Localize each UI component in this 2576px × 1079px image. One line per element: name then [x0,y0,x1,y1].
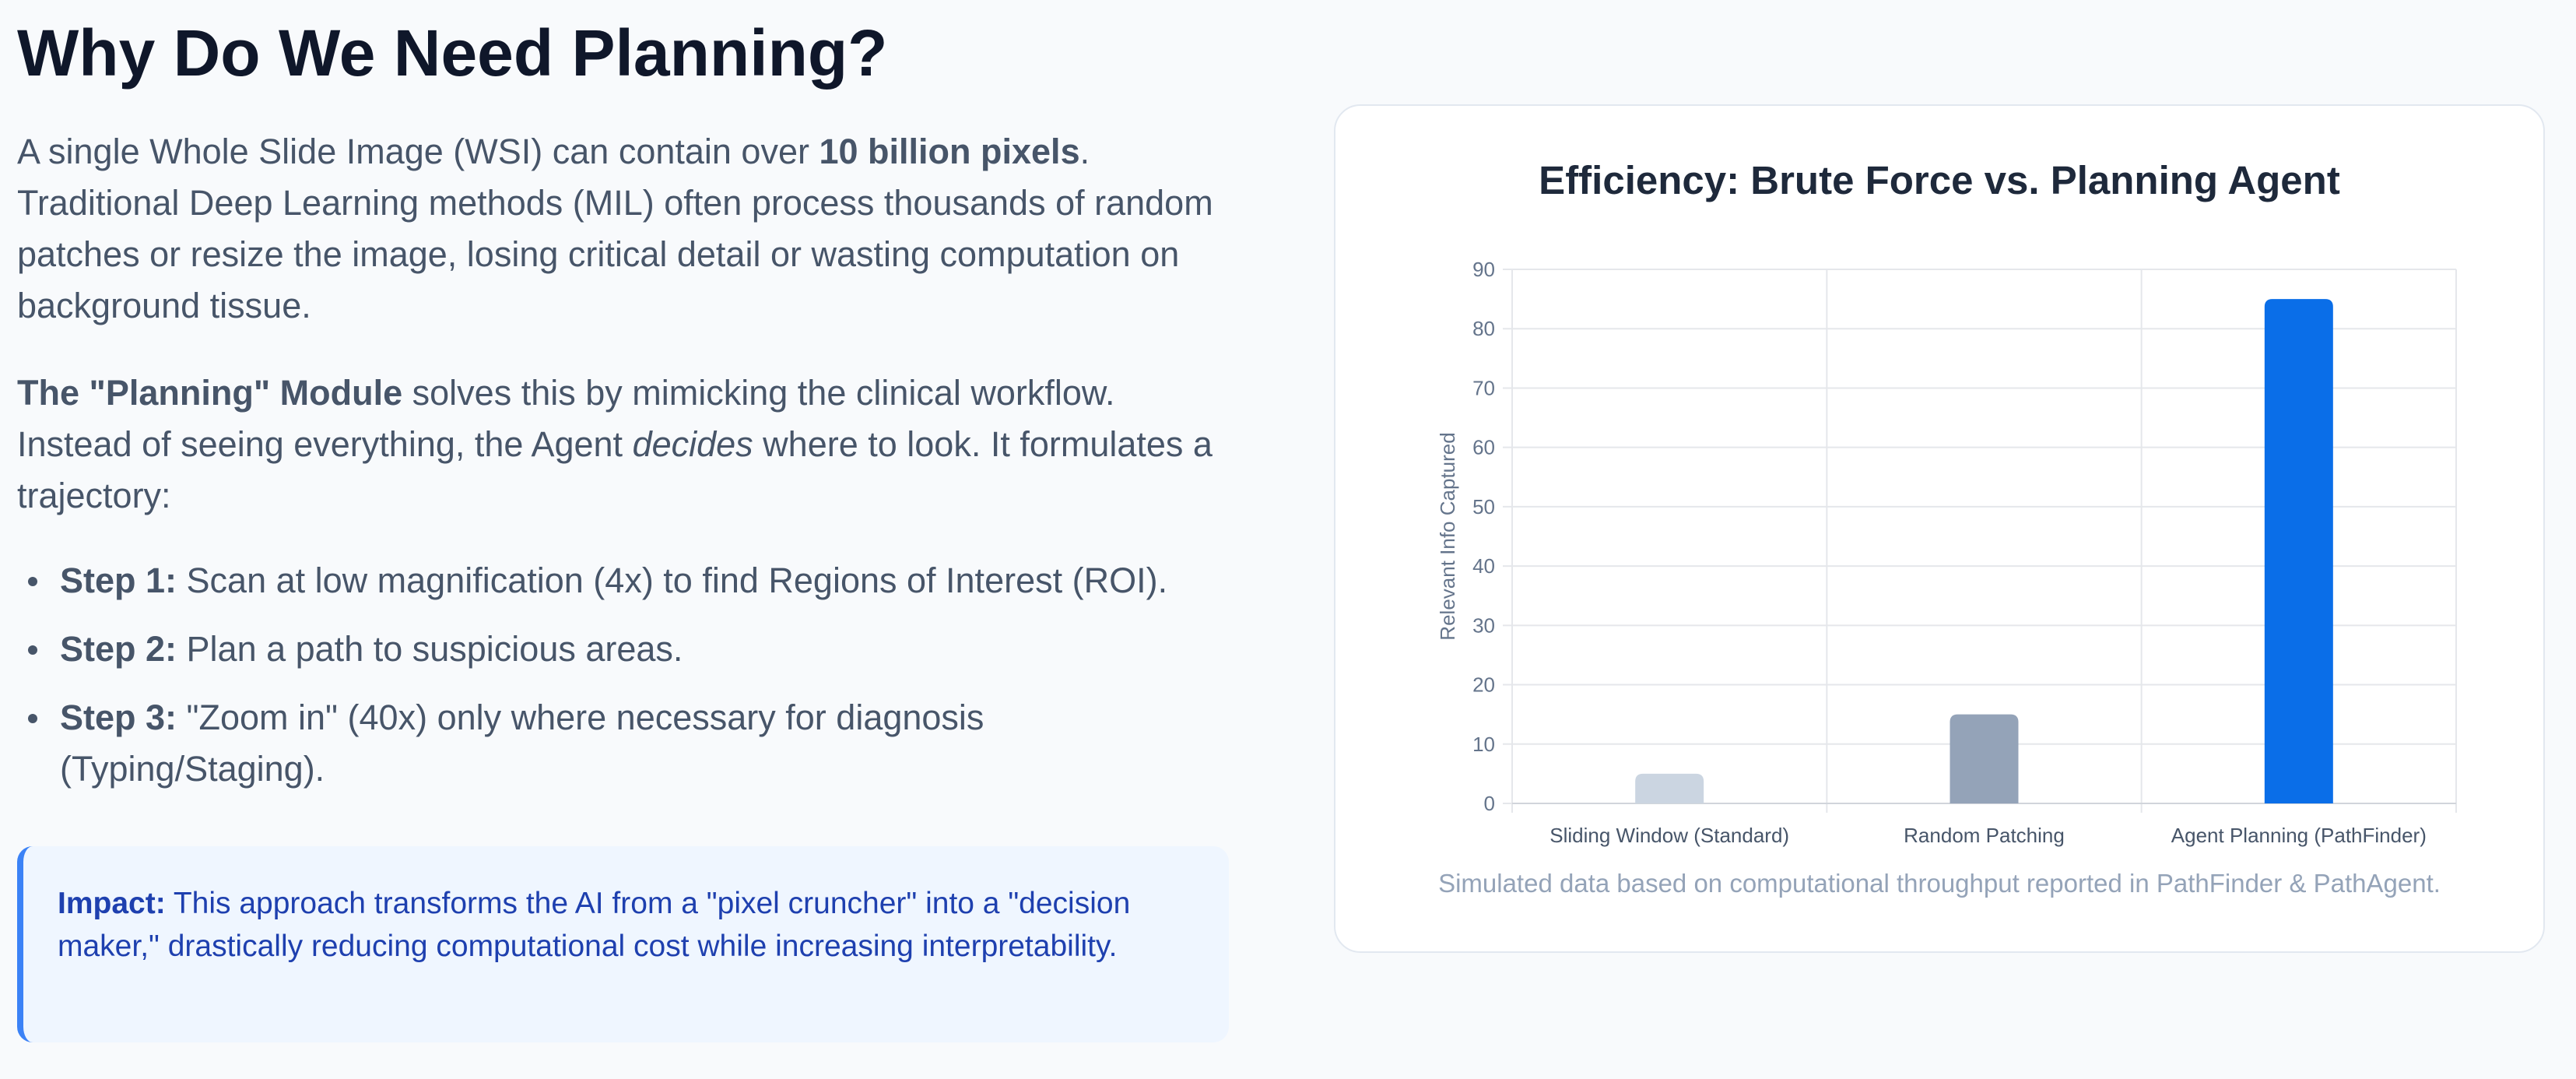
planning-emphasis: decides [632,424,753,464]
intro-text-1: A single Whole Slide Image (WSI) can con… [17,132,819,171]
y-tick-label: 70 [1472,376,1495,399]
intro-highlight: 10 billion pixels [819,132,1080,171]
chart-card: Efficiency: Brute Force vs. Planning Age… [1334,104,2545,953]
y-tick-label: 0 [1484,792,1495,815]
y-tick-label: 90 [1472,258,1495,281]
page-title: Why Do We Need Planning? [17,16,888,90]
bar [1635,773,1704,803]
chart-caption: Simulated data based on computational th… [1438,869,2441,898]
list-item: Step 2: Plan a path to suspicious areas. [17,624,1231,675]
bullet-icon [28,577,37,586]
intro-paragraph: A single Whole Slide Image (WSI) can con… [17,126,1231,332]
planning-text-2: where to look. It formulates a trajector… [17,424,1213,515]
step-label: Step 3: [60,698,177,737]
step-label: Step 2: [60,629,177,669]
impact-text: This approach transforms the AI from a "… [58,887,1131,963]
y-tick-label: 30 [1472,613,1495,637]
step-text: "Zoom in" (40x) only where necessary for… [60,698,984,789]
x-tick-label: Agent Planning (PathFinder) [2171,824,2427,847]
x-tick-label: Sliding Window (Standard) [1549,824,1789,847]
planning-text-1: solves this by mimicking the clinical wo… [17,373,1115,464]
step-text: Scan at low magnification (4x) to find R… [177,561,1168,600]
chart-title: Efficiency: Brute Force vs. Planning Age… [1539,158,2340,202]
y-axis-label: Relevant Info Captured [1436,432,1459,640]
bar [1950,714,2019,803]
y-tick-label: 40 [1472,554,1495,578]
list-item: Step 3: "Zoom in" (40x) only where neces… [17,692,1231,795]
bar-chart: 0 10 20 30 40 50 60 70 80 90 Sliding Window (Stand… [1436,258,2457,847]
bullet-icon [28,645,37,655]
intro-text-2: . Traditional Deep Learning methods (MIL… [17,132,1213,325]
impact-label: Impact: [58,887,166,920]
bar [2264,299,2333,804]
y-tick-label: 10 [1472,733,1495,756]
x-tick-label: Random Patching [1904,824,2065,847]
list-item: Step 1: Scan at low magnification (4x) t… [17,555,1231,606]
y-tick-label: 20 [1472,673,1495,697]
impact-callout: Impact: This approach transforms the AI … [17,846,1229,1042]
planning-module-label: The "Planning" Module [17,373,403,413]
bullet-icon [28,714,37,723]
step-text: Plan a path to suspicious areas. [177,629,683,669]
step-label: Step 1: [60,561,177,600]
planning-paragraph: The "Planning" Module solves this by mim… [17,367,1231,522]
steps-list: Step 1: Scan at low magnification (4x) t… [17,555,1231,812]
y-tick-label: 50 [1472,495,1495,518]
y-tick-label: 80 [1472,317,1495,340]
y-tick-label: 60 [1472,436,1495,459]
